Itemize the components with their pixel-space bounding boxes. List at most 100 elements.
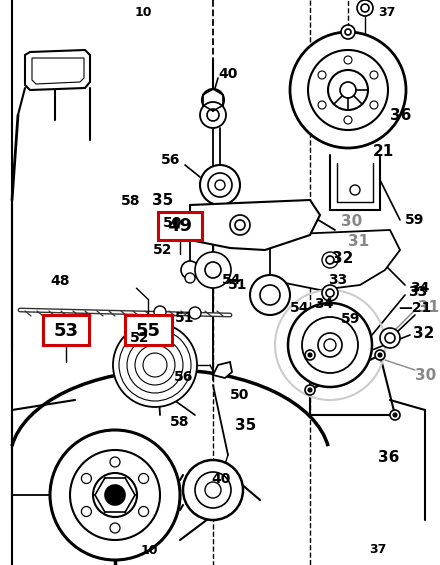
Text: 59: 59 [341, 312, 360, 326]
Text: —21: —21 [398, 301, 431, 315]
Circle shape [390, 410, 400, 420]
Text: 49: 49 [168, 217, 192, 235]
Circle shape [344, 56, 352, 64]
Polygon shape [25, 50, 90, 90]
Text: 59: 59 [405, 213, 424, 227]
Circle shape [110, 457, 120, 467]
Circle shape [185, 273, 195, 283]
Text: 10: 10 [135, 6, 153, 19]
Text: 52: 52 [153, 243, 172, 257]
Text: 30: 30 [341, 214, 362, 229]
Circle shape [322, 285, 338, 301]
Circle shape [344, 116, 352, 124]
Circle shape [380, 328, 400, 348]
Circle shape [305, 385, 315, 395]
Polygon shape [190, 200, 320, 250]
Circle shape [70, 450, 160, 540]
Circle shape [81, 473, 92, 484]
Text: 31: 31 [418, 301, 439, 315]
Polygon shape [213, 362, 232, 378]
Text: 51: 51 [228, 278, 247, 292]
Text: 48: 48 [58, 323, 78, 337]
Circle shape [189, 307, 201, 319]
Circle shape [195, 472, 231, 508]
Circle shape [183, 460, 243, 520]
Text: 37: 37 [378, 6, 396, 19]
Circle shape [288, 303, 372, 387]
Circle shape [139, 506, 149, 516]
Text: 37: 37 [370, 542, 387, 556]
Circle shape [340, 82, 356, 98]
Text: 58: 58 [170, 415, 190, 429]
Circle shape [322, 252, 338, 268]
Bar [43, 315, 89, 345]
Text: 30: 30 [415, 367, 436, 383]
Circle shape [200, 102, 226, 128]
Bar [125, 315, 172, 345]
Circle shape [375, 350, 385, 360]
Text: 10: 10 [141, 544, 158, 557]
Text: 34: 34 [315, 297, 334, 311]
Circle shape [357, 0, 373, 16]
Text: 58: 58 [121, 194, 140, 207]
Circle shape [328, 70, 368, 110]
Circle shape [308, 50, 388, 130]
Circle shape [105, 485, 125, 505]
Circle shape [139, 473, 149, 484]
Polygon shape [270, 230, 400, 290]
Text: 36: 36 [378, 450, 400, 465]
Circle shape [113, 323, 197, 407]
Text: 56: 56 [174, 371, 193, 384]
Circle shape [370, 71, 378, 79]
Text: 32: 32 [332, 251, 354, 266]
Circle shape [308, 388, 312, 392]
Circle shape [154, 306, 166, 318]
Circle shape [151, 323, 165, 337]
Text: 32: 32 [413, 325, 434, 341]
Text: 36: 36 [390, 108, 411, 124]
Text: 21: 21 [373, 144, 394, 159]
Text: 53: 53 [54, 321, 78, 340]
Text: 33: 33 [408, 285, 427, 299]
Text: 52: 52 [130, 331, 149, 345]
Circle shape [308, 353, 312, 357]
Circle shape [393, 413, 397, 417]
Circle shape [318, 333, 342, 357]
Text: 35: 35 [152, 193, 173, 208]
Circle shape [195, 252, 231, 288]
Circle shape [110, 523, 120, 533]
Circle shape [378, 353, 382, 357]
Circle shape [181, 261, 199, 279]
Text: 51: 51 [175, 311, 194, 324]
Circle shape [93, 473, 137, 517]
Text: 33: 33 [328, 273, 347, 286]
Text: 50: 50 [163, 216, 182, 230]
Circle shape [250, 275, 290, 315]
Circle shape [318, 101, 326, 109]
Circle shape [208, 173, 232, 197]
Circle shape [318, 71, 326, 79]
Circle shape [50, 430, 180, 560]
Text: 40: 40 [218, 67, 238, 81]
Text: 54: 54 [290, 301, 309, 315]
Text: 50: 50 [230, 388, 249, 402]
Bar [158, 212, 202, 240]
Circle shape [202, 89, 224, 111]
Circle shape [341, 25, 355, 39]
Circle shape [81, 506, 92, 516]
Text: 34: 34 [410, 281, 429, 295]
Text: 40: 40 [211, 472, 231, 486]
Text: 56: 56 [161, 153, 180, 167]
Text: 55: 55 [136, 321, 161, 340]
Circle shape [305, 350, 315, 360]
Circle shape [302, 317, 358, 373]
Text: 48: 48 [51, 275, 70, 288]
Circle shape [370, 101, 378, 109]
Text: 35: 35 [235, 418, 256, 432]
Polygon shape [32, 58, 84, 84]
Text: 31: 31 [348, 234, 369, 249]
Text: 54: 54 [222, 273, 242, 286]
Circle shape [230, 215, 250, 235]
Circle shape [290, 32, 406, 148]
Circle shape [200, 165, 240, 205]
